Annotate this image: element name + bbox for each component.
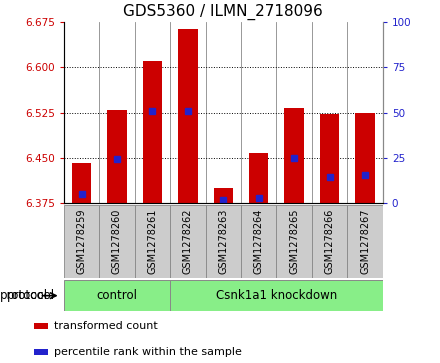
- Text: GSM1278265: GSM1278265: [289, 209, 299, 274]
- Bar: [276, 205, 312, 278]
- Bar: [143, 61, 162, 203]
- Bar: [249, 153, 268, 203]
- Bar: [170, 280, 383, 311]
- Text: GSM1278264: GSM1278264: [254, 209, 264, 274]
- Text: GSM1278260: GSM1278260: [112, 209, 122, 274]
- Text: Csnk1a1 knockdown: Csnk1a1 knockdown: [216, 289, 337, 302]
- Bar: [178, 29, 198, 203]
- Bar: [356, 113, 375, 203]
- Bar: [320, 114, 339, 203]
- Title: GDS5360 / ILMN_2718096: GDS5360 / ILMN_2718096: [124, 4, 323, 20]
- Text: GSM1278266: GSM1278266: [325, 209, 335, 274]
- Text: GSM1278261: GSM1278261: [147, 209, 158, 274]
- Bar: [205, 205, 241, 278]
- Bar: [347, 205, 383, 278]
- Bar: [170, 22, 205, 203]
- Bar: [64, 280, 170, 311]
- Bar: [99, 22, 135, 203]
- Bar: [347, 22, 383, 203]
- Bar: [213, 188, 233, 203]
- Text: transformed count: transformed count: [54, 321, 158, 331]
- Bar: [170, 205, 205, 278]
- Bar: [312, 205, 347, 278]
- Text: protocol: protocol: [0, 289, 48, 302]
- Text: GSM1278259: GSM1278259: [77, 209, 87, 274]
- Bar: [64, 22, 99, 203]
- Text: percentile rank within the sample: percentile rank within the sample: [54, 347, 242, 356]
- Text: protocol: protocol: [7, 289, 55, 302]
- Bar: [241, 22, 276, 203]
- Bar: [135, 205, 170, 278]
- Bar: [99, 205, 135, 278]
- Bar: [34, 348, 48, 355]
- Text: GSM1278262: GSM1278262: [183, 209, 193, 274]
- Bar: [276, 22, 312, 203]
- Bar: [64, 205, 99, 278]
- Text: control: control: [96, 289, 137, 302]
- Bar: [205, 22, 241, 203]
- Bar: [135, 22, 170, 203]
- Bar: [34, 323, 48, 329]
- Text: GSM1278267: GSM1278267: [360, 209, 370, 274]
- Bar: [72, 163, 91, 203]
- Text: GSM1278263: GSM1278263: [218, 209, 228, 274]
- Bar: [107, 110, 127, 203]
- Bar: [312, 22, 347, 203]
- Bar: [241, 205, 276, 278]
- Bar: [284, 108, 304, 203]
